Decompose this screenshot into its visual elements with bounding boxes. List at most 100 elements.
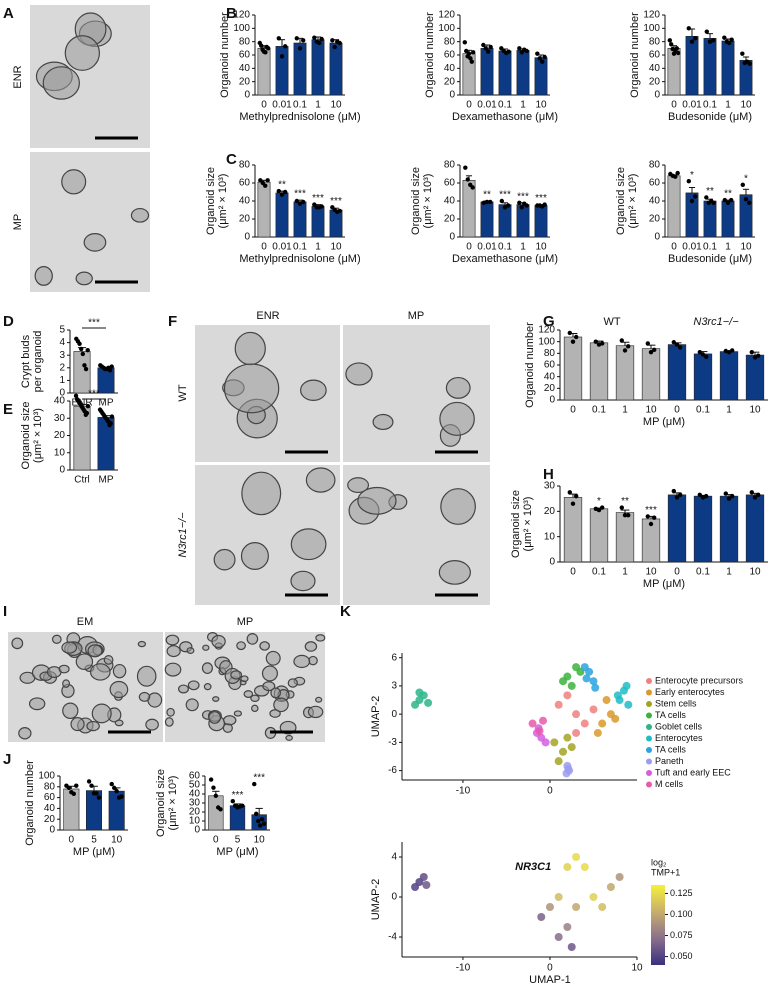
panel-letter: H bbox=[543, 466, 554, 483]
bar bbox=[693, 495, 713, 563]
organoid bbox=[372, 413, 394, 431]
organoid bbox=[241, 471, 282, 516]
x-tick-label: 1 bbox=[726, 567, 732, 578]
data-point bbox=[725, 200, 731, 205]
legend-marker bbox=[646, 701, 652, 707]
legend-label: M cells bbox=[655, 779, 684, 789]
legend-label: TA cells bbox=[655, 710, 686, 720]
cell-point bbox=[572, 728, 581, 737]
cell-point bbox=[559, 747, 568, 756]
cell-point bbox=[622, 681, 631, 690]
x-tick-label: 1 bbox=[315, 242, 321, 253]
y-tick-label: 100 bbox=[643, 23, 660, 34]
organoid bbox=[61, 641, 78, 654]
data-point bbox=[332, 44, 337, 50]
data-point bbox=[689, 198, 695, 204]
significance-label: ** bbox=[278, 180, 286, 191]
organoid bbox=[234, 331, 266, 366]
x-tick-label: 10 bbox=[535, 242, 547, 253]
data-point bbox=[261, 821, 267, 826]
data-point bbox=[109, 364, 114, 369]
y-tick-label: 120 bbox=[643, 10, 660, 21]
x-tick-label: 0.1 bbox=[293, 100, 307, 111]
x-axis-label: Budesonide (μM) bbox=[668, 253, 752, 265]
organoid bbox=[18, 727, 32, 740]
x-tick-label: 10 bbox=[740, 100, 752, 111]
legend-label: Enterocyte precursors bbox=[655, 675, 744, 685]
x-axis-label: MP (μM) bbox=[216, 846, 258, 858]
y-tick-label: 80 bbox=[649, 36, 661, 47]
data-point bbox=[465, 177, 470, 182]
y-axis-label: Organoid size bbox=[615, 167, 627, 235]
organoid bbox=[211, 634, 226, 648]
organoid bbox=[112, 663, 127, 679]
panel-letter: D bbox=[3, 313, 14, 330]
data-point bbox=[671, 340, 676, 345]
data-point bbox=[675, 50, 681, 56]
data-point bbox=[648, 349, 654, 355]
data-point bbox=[756, 353, 761, 358]
x-tick-label: 1 bbox=[622, 567, 628, 578]
significance-label: *** bbox=[312, 193, 324, 204]
panel-letter: J bbox=[3, 751, 11, 768]
cell-point bbox=[563, 863, 572, 871]
cell-point bbox=[591, 683, 600, 692]
x-tick-label: 0.1 bbox=[592, 567, 606, 578]
cell-point bbox=[563, 733, 572, 742]
data-point bbox=[593, 339, 598, 344]
data-point bbox=[570, 339, 576, 344]
y-axis-label: UMAP-2 bbox=[370, 879, 382, 921]
x-tick-label: 0 bbox=[674, 567, 680, 578]
cell-point bbox=[572, 853, 581, 861]
data-point bbox=[462, 40, 468, 45]
x-tick-label: 1 bbox=[315, 100, 321, 111]
y-axis-label: Organoid number bbox=[24, 760, 36, 846]
x-tick-label: 1 bbox=[725, 242, 731, 253]
data-point bbox=[74, 783, 79, 788]
x-tick-label: 10 bbox=[645, 405, 657, 416]
y-tick-label: 4 bbox=[59, 337, 65, 348]
y-tick-label: 60 bbox=[44, 792, 56, 803]
y-tick-label: 0 bbox=[244, 90, 250, 101]
y-tick-label: 20 bbox=[44, 814, 56, 825]
organoid bbox=[345, 362, 373, 386]
y-tick-label: 30 bbox=[544, 481, 556, 492]
bar bbox=[329, 42, 343, 96]
group-label: N3rc1−/− bbox=[693, 316, 739, 328]
organoid bbox=[270, 687, 281, 699]
data-point bbox=[574, 493, 579, 499]
y-tick-label: 60 bbox=[189, 771, 201, 782]
legend-marker bbox=[646, 712, 652, 719]
y-tick-label: 0 bbox=[391, 709, 397, 720]
data-point bbox=[481, 42, 486, 48]
x-tick-label: 0.1 bbox=[696, 567, 710, 578]
y-tick-label: 1 bbox=[59, 375, 65, 386]
y-tick-label: 0 bbox=[549, 395, 555, 406]
x-tick-label: 0.1 bbox=[293, 242, 307, 253]
significance-label: *** bbox=[330, 196, 342, 207]
cell-point bbox=[545, 903, 554, 911]
data-point bbox=[704, 493, 709, 499]
cell-point bbox=[411, 883, 420, 891]
x-tick-label: 0 bbox=[213, 835, 219, 846]
bar bbox=[703, 200, 717, 238]
data-point bbox=[711, 38, 716, 43]
data-point bbox=[517, 46, 522, 51]
significance-label: * bbox=[690, 170, 694, 181]
y-axis-label: Organoid size bbox=[410, 167, 422, 235]
data-point bbox=[483, 46, 488, 51]
data-point bbox=[317, 40, 322, 46]
data-point bbox=[463, 165, 468, 170]
organoid bbox=[11, 637, 24, 650]
data-point bbox=[675, 170, 680, 176]
data-point bbox=[622, 348, 628, 353]
legend-label: Paneth bbox=[655, 756, 684, 766]
y-tick-label: 40 bbox=[544, 371, 556, 382]
organoid bbox=[136, 665, 157, 687]
data-point bbox=[535, 51, 540, 56]
data-point bbox=[319, 204, 324, 209]
organoid bbox=[307, 705, 324, 719]
colorbar bbox=[651, 885, 665, 965]
data-point bbox=[107, 368, 113, 373]
